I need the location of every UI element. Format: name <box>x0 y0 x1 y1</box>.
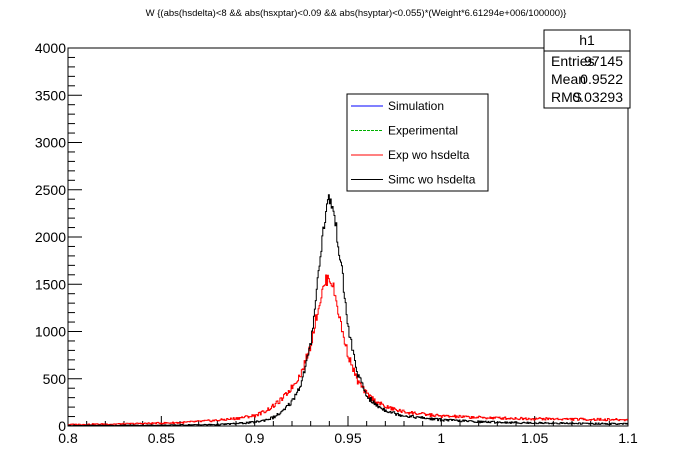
stats-value-mean: 0.9522 <box>580 71 623 87</box>
y-tick-label: 3000 <box>35 135 66 151</box>
y-tick-label: 1500 <box>35 276 66 292</box>
y-tick-label: 2500 <box>35 182 66 198</box>
stats-value-rms: 0.03293 <box>572 89 623 105</box>
series-line-exp-wo-hsdelta <box>68 274 628 426</box>
stats-box-title: h1 <box>579 32 595 48</box>
y-tick-label: 0 <box>58 418 66 434</box>
series-line-simc-wo-hsdelta <box>68 194 628 427</box>
y-tick-label: 3500 <box>35 87 66 103</box>
x-tick-label: 1.05 <box>521 430 548 446</box>
series-group <box>68 194 628 427</box>
chart-title: W {(abs(hsdelta)<8 && abs(hsxptar)<0.09 … <box>146 8 567 19</box>
axis-ticks: 0.8 0.85 0.9 0.95 1 1.05 1.1 0 500 1000 1500 2000 25… <box>35 40 638 446</box>
legend-label: Experimental <box>388 124 458 138</box>
stats-label-mean: Mean <box>551 71 586 87</box>
x-tick-label: 1 <box>437 430 445 446</box>
legend-label: Exp wo hsdelta <box>388 148 470 162</box>
legend-box <box>346 93 489 192</box>
y-tick-label: 4000 <box>35 40 66 56</box>
stats-box: h1 Entries 97145 Mean 0.9522 RMS 0.03293 <box>543 29 631 109</box>
y-tick-label: 1000 <box>35 324 66 340</box>
stats-value-entries: 97145 <box>584 53 623 69</box>
legend: Simulation Experimental Exp wo hsdelta Simc… <box>346 93 489 192</box>
x-tick-label: 0.85 <box>148 430 175 446</box>
y-tick-label: 2000 <box>35 229 66 245</box>
x-tick-label: 1.1 <box>618 430 638 446</box>
x-tick-label: 0.8 <box>58 430 78 446</box>
legend-label: Simulation <box>388 99 444 113</box>
stats-label-entries: Entries <box>551 53 595 69</box>
x-tick-label: 0.95 <box>334 430 361 446</box>
stats-box-frame <box>543 29 631 109</box>
y-tick-label: 500 <box>43 371 67 387</box>
stats-label-rms: RMS <box>551 89 582 105</box>
legend-label: Simc wo hsdelta <box>388 173 476 187</box>
x-tick-label: 0.9 <box>245 430 265 446</box>
